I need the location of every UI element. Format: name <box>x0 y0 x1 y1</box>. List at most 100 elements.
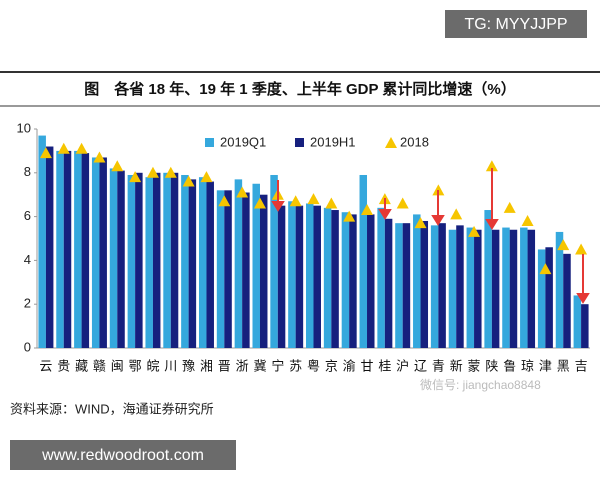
x-tick-label: 鲁 <box>503 358 516 373</box>
marker-2018 <box>343 210 356 222</box>
x-tick-label: 陕 <box>485 358 498 373</box>
y-tick-label: 2 <box>24 296 31 311</box>
marker-2018 <box>325 197 338 209</box>
marker-2018 <box>39 147 52 159</box>
x-tick-label: 京 <box>325 358 338 373</box>
bar <box>359 174 368 348</box>
bar <box>117 170 125 348</box>
x-tick-label: 藏 <box>75 358 88 373</box>
bar <box>181 174 189 348</box>
bar <box>135 172 143 348</box>
arrow-head <box>485 219 499 230</box>
bar <box>466 227 475 348</box>
marker-2018 <box>557 239 570 251</box>
bar <box>402 223 411 348</box>
bar <box>188 179 197 348</box>
bar <box>99 157 107 348</box>
bar <box>438 223 446 348</box>
x-tick-label: 粤 <box>307 358 320 373</box>
x-tick-label: 渝 <box>343 358 356 373</box>
arrow-head <box>431 215 445 226</box>
x-tick-label: 新 <box>450 358 463 373</box>
bar <box>234 179 243 348</box>
marker-2018 <box>146 166 159 178</box>
bar <box>555 231 564 348</box>
bar <box>45 146 54 348</box>
url-text: www.redwoodroot.com <box>41 447 204 464</box>
y-tick-label: 6 <box>24 208 31 223</box>
bar <box>484 210 492 348</box>
bar <box>56 150 64 348</box>
x-tick-label: 赣 <box>93 358 106 373</box>
bar <box>349 214 357 348</box>
bar <box>206 181 214 348</box>
bar <box>259 194 268 348</box>
x-tick-label: 辽 <box>414 358 427 373</box>
bar <box>474 229 482 348</box>
marker-2018 <box>164 166 177 178</box>
marker-2018 <box>57 142 70 154</box>
marker-2018 <box>575 243 588 255</box>
x-tick-label: 津 <box>539 358 552 373</box>
bar <box>563 253 571 348</box>
bar <box>38 135 46 348</box>
bar <box>288 201 296 348</box>
x-tick-label: 吉 <box>575 358 588 373</box>
x-tick-label: 浙 <box>236 358 249 373</box>
bar <box>252 183 260 348</box>
marker-2018 <box>307 193 320 205</box>
bar <box>198 177 207 348</box>
x-tick-label: 苏 <box>289 358 302 373</box>
chart-title: 图 各省 18 年、19 年 1 季度、上半年 GDP 累计同比增速（%） <box>84 80 515 98</box>
bar <box>216 190 225 348</box>
x-tick-label: 沪 <box>396 358 409 373</box>
bar <box>91 157 100 348</box>
x-tick-label: 桂 <box>378 358 391 373</box>
legend-label: 2019Q1 <box>220 134 266 149</box>
legend-label: 2019H1 <box>310 134 356 149</box>
bar <box>224 190 232 348</box>
bar <box>430 225 439 348</box>
marker-2018 <box>129 171 142 183</box>
marker-2018 <box>485 160 498 172</box>
x-tick-label: 豫 <box>182 358 195 373</box>
y-tick-label: 4 <box>24 252 31 267</box>
badge-bg <box>445 10 587 38</box>
watermark: 微信号: jiangchao8848 <box>420 378 541 392</box>
bar <box>270 174 278 348</box>
x-tick-label: 皖 <box>146 358 159 373</box>
marker-2018 <box>396 197 409 209</box>
marker-2018 <box>289 195 302 207</box>
bar <box>145 177 153 348</box>
bar <box>395 223 403 348</box>
bar <box>527 229 536 348</box>
x-tick-label: 云 <box>39 358 52 373</box>
url-bg <box>10 440 236 470</box>
x-tick-label: 川 <box>164 358 177 373</box>
marker-2018 <box>450 208 463 220</box>
marker-2018 <box>521 214 534 226</box>
marker-2018 <box>93 151 106 163</box>
bar <box>295 205 304 348</box>
bar <box>163 172 171 348</box>
bar <box>581 304 589 348</box>
arrows <box>271 168 590 304</box>
x-tick-label: 贵 <box>57 358 70 373</box>
legend-swatch <box>295 138 304 147</box>
bar <box>456 225 464 348</box>
bar <box>127 174 136 348</box>
bar <box>545 247 553 348</box>
badge-text: TG: MYYJJPP <box>464 16 567 33</box>
bar <box>341 212 350 348</box>
marker-2018 <box>414 217 427 229</box>
bar <box>520 227 528 348</box>
source: 资料来源：WIND，海通证券研究所 <box>10 401 214 416</box>
marker-2018 <box>236 186 249 198</box>
arrow-head <box>576 293 590 304</box>
marker-2018 <box>182 175 195 187</box>
y-tick-label: 10 <box>17 120 31 135</box>
bar <box>313 205 321 348</box>
marker-2018 <box>218 195 231 207</box>
marker-2018 <box>111 160 124 172</box>
bar <box>277 205 286 348</box>
